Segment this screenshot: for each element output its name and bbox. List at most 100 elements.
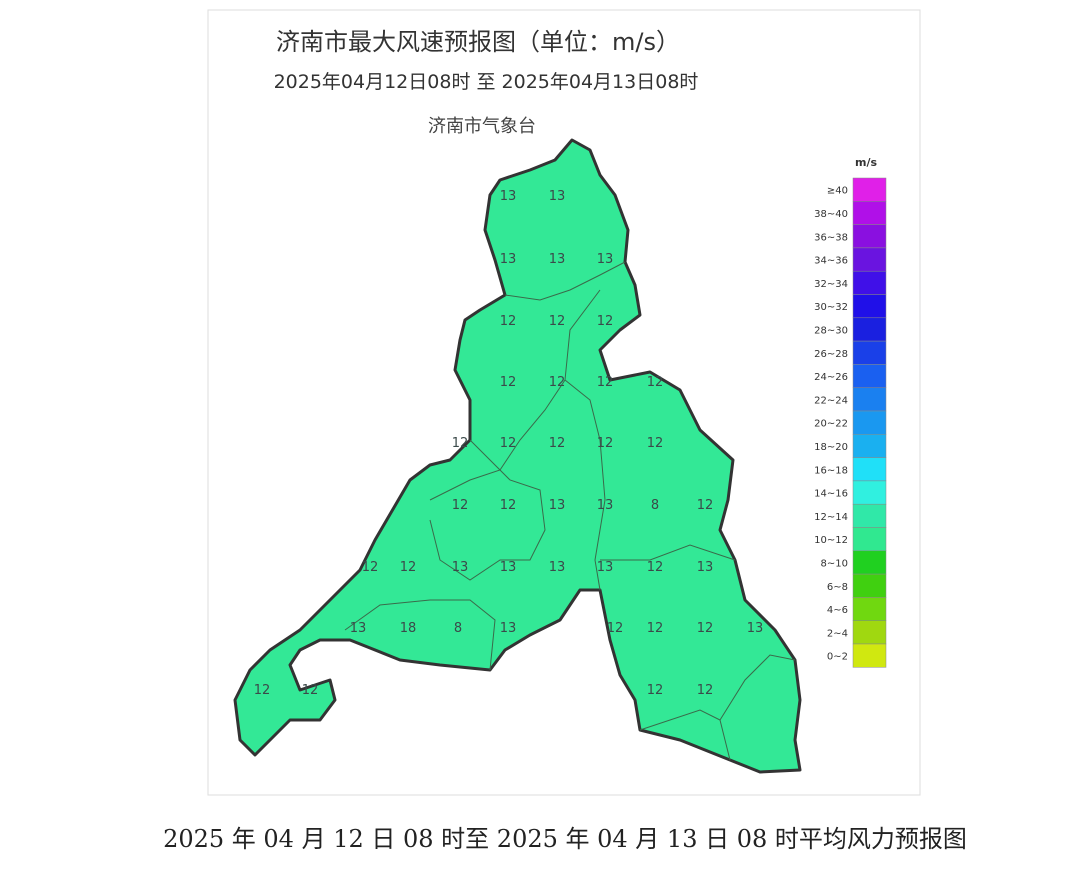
grid-value-label: 13	[452, 560, 469, 575]
grid-value-label: 18	[400, 621, 417, 636]
legend-swatch	[852, 364, 887, 388]
legend-label: 10~12	[814, 535, 848, 546]
grid-value-label: 12	[362, 560, 379, 575]
grid-value-label: 12	[647, 683, 664, 698]
legend-swatch	[852, 224, 887, 249]
grid-value-label: 12	[400, 560, 417, 575]
grid-value-label: 13	[549, 560, 566, 575]
district-boundary	[504, 261, 626, 301]
grid-value-label: 12	[500, 314, 517, 329]
legend-swatch	[852, 434, 887, 458]
city-outline	[233, 138, 802, 774]
legend-swatch	[852, 597, 887, 621]
grid-value-label: 12	[500, 436, 517, 451]
district-boundary	[600, 544, 736, 561]
figure-caption: 2025 年 04 月 12 日 08 时至 2025 年 04 月 13 日 …	[163, 825, 967, 853]
legend-label: 32~34	[814, 279, 848, 290]
legend-label: 0~2	[827, 652, 848, 663]
legend-swatch	[852, 387, 887, 412]
legend-label: 24~26	[814, 372, 848, 383]
district-boundary	[429, 439, 546, 581]
grid-value-label: 13	[549, 498, 566, 513]
grid-value-label: 12	[647, 560, 664, 575]
district-boundary	[719, 654, 796, 721]
grid-value-label: 13	[597, 498, 614, 513]
grid-value-label: 12	[452, 498, 469, 513]
legend-label: 20~22	[814, 419, 848, 430]
grid-value-label: 13	[500, 621, 517, 636]
legend-label: 22~24	[814, 395, 848, 406]
legend-swatch	[852, 177, 887, 202]
map-title: 济南市最大风速预报图（单位：m/s）	[276, 28, 680, 56]
grid-value-label: 12	[254, 683, 271, 698]
legend-swatch	[852, 410, 887, 435]
legend-title: m/s	[855, 156, 877, 169]
legend-swatch	[852, 527, 887, 552]
legend-label: 28~30	[814, 325, 848, 336]
grid-value-label: 12	[302, 683, 319, 698]
grid-value-label: 12	[647, 375, 664, 390]
grid-value-label: 12	[549, 314, 566, 329]
grid-value-label: 13	[549, 252, 566, 267]
legend-swatch	[852, 503, 887, 528]
legend-label: 2~4	[827, 628, 848, 639]
grid-value-label: 12	[500, 375, 517, 390]
legend-swatch	[852, 201, 887, 225]
legend-label: 26~28	[814, 349, 848, 360]
legend-swatch	[852, 340, 887, 365]
legend-label: 4~6	[827, 605, 848, 616]
legend-label: 18~20	[814, 442, 848, 453]
grid-value-label: 12	[647, 436, 664, 451]
grid-value-label: 8	[454, 621, 462, 636]
grid-value-label: 12	[452, 436, 469, 451]
grid-value-label: 13	[697, 560, 714, 575]
district-boundary	[639, 709, 731, 761]
map-region: 13 13 13 13 13 12 12 12 12 12 12 12 12 12 12 12 12 12 12 13…	[233, 138, 802, 774]
legend-swatch	[852, 573, 887, 598]
grid-value-label: 13	[747, 621, 764, 636]
grid-value-label: 13	[500, 189, 517, 204]
legend-label: 36~38	[814, 232, 848, 243]
map-issuer: 济南市气象台	[428, 116, 536, 137]
grid-value-label: 12	[597, 436, 614, 451]
map-period: 2025年04月12日08时 至 2025年04月13日08时	[274, 71, 699, 93]
legend-swatch	[852, 620, 887, 645]
grid-value-label: 12	[549, 375, 566, 390]
grid-value-label: 12	[607, 621, 624, 636]
legend-label: 34~36	[814, 256, 848, 267]
district-boundaries	[344, 261, 796, 761]
legend-label: 6~8	[827, 582, 848, 593]
grid-value-label: 13	[549, 189, 566, 204]
grid-value-label: 13	[500, 560, 517, 575]
legend-swatch	[852, 270, 887, 295]
grid-value-label: 13	[597, 252, 614, 267]
legend-swatch	[852, 643, 887, 668]
legend-label: 12~14	[814, 512, 848, 523]
legend-label: 8~10	[821, 558, 848, 569]
legend-swatch	[852, 550, 887, 575]
grid-value-label: 12	[647, 621, 664, 636]
grid-value-label: 13	[350, 621, 367, 636]
grid-value-label: 12	[597, 314, 614, 329]
grid-value-label: 12	[697, 621, 714, 636]
legend-swatch	[852, 457, 887, 482]
grid-value-label: 13	[597, 560, 614, 575]
grid-value-label: 8	[651, 498, 659, 513]
legend-swatch	[852, 317, 887, 342]
legend-swatch	[852, 294, 887, 319]
district-boundary	[344, 599, 496, 671]
legend: ≥40 38~40 36~38 34~36 32~34 30~32 28~30 26~28 24…	[814, 177, 887, 668]
legend-label: 38~40	[814, 209, 848, 220]
legend-swatch	[852, 480, 887, 505]
grid-value-label: 12	[697, 683, 714, 698]
legend-label: 16~18	[814, 465, 848, 476]
district-boundary	[564, 379, 606, 591]
legend-label: ≥40	[827, 186, 848, 197]
grid-value-label: 12	[500, 498, 517, 513]
grid-value-label: 12	[697, 498, 714, 513]
legend-label: 14~16	[814, 489, 848, 500]
grid-value-label: 13	[500, 252, 517, 267]
legend-swatch	[852, 247, 887, 272]
